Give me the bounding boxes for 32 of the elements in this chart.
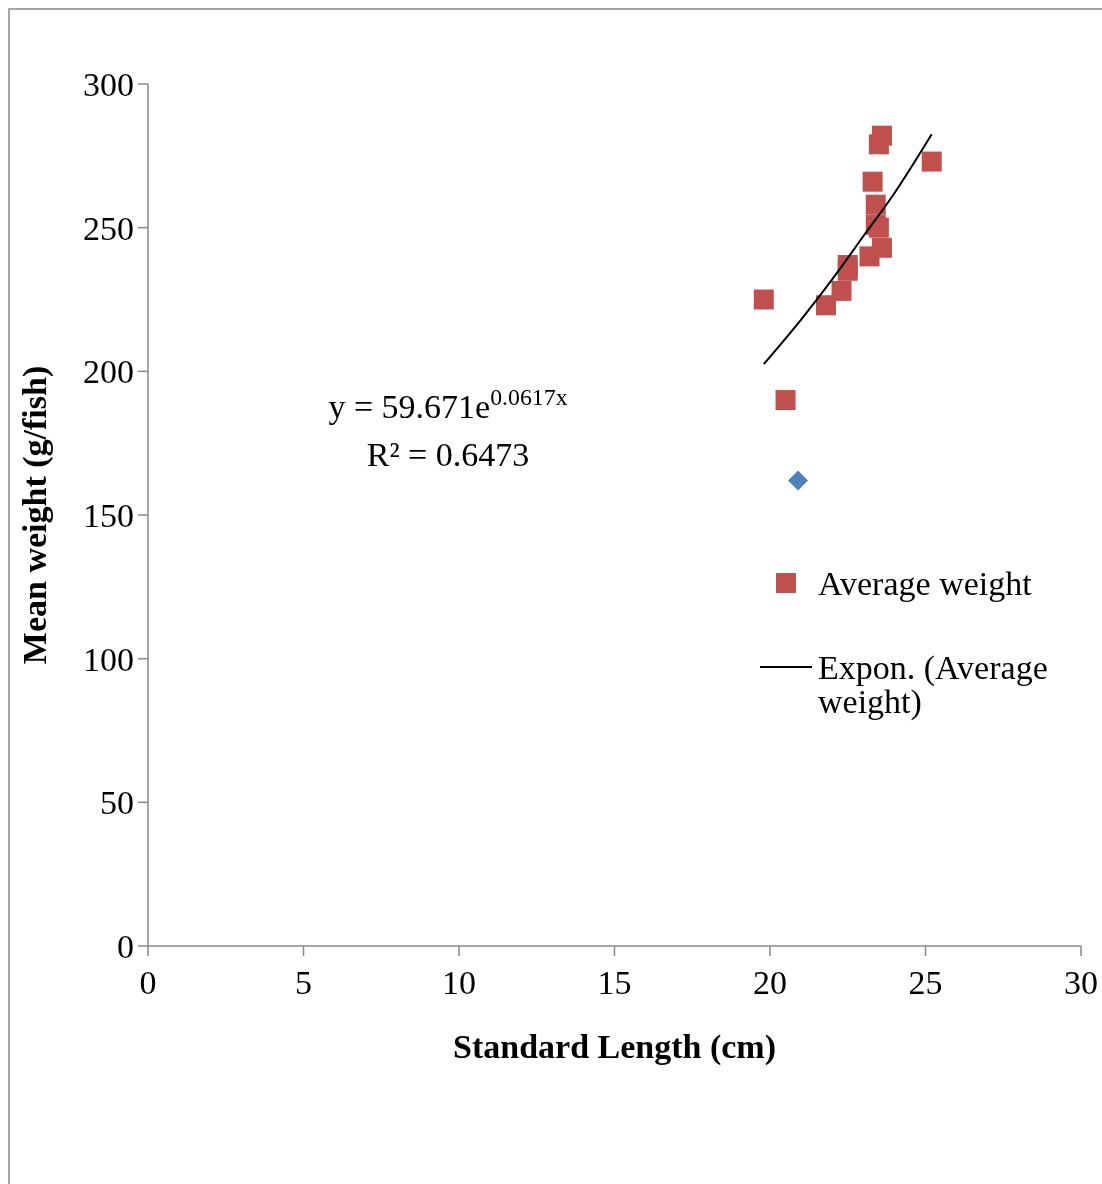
y-tick-label: 50 [100,784,134,822]
x-tick-label: 30 [1064,964,1098,1001]
x-tick-label: 0 [139,964,157,1001]
y-tick-label: 100 [83,640,134,678]
x-axis-title: Standard Length (cm) [452,1028,777,1066]
point [862,171,883,192]
point [815,295,836,316]
point [831,280,852,301]
y-tick-label: 200 [83,353,134,391]
annotation: y = 59.671e$^{0.0617x}$ [328,384,568,425]
x-tick-label: 15 [597,964,632,1001]
y-tick-label: 250 [83,209,134,247]
point [775,390,796,411]
legend-label: Expon. (Average weight) [818,648,1048,721]
point [868,134,889,155]
x-tick-label: 10 [442,964,476,1001]
annotation: R² = 0.6473 [366,436,530,473]
point [865,194,886,215]
y-tick-label: 300 [83,65,134,103]
point [837,260,858,281]
y-axis-title: Mean weight (g/fish) [16,365,54,665]
point [753,289,774,310]
legend-label: Average weight [818,564,1033,602]
y-tick-label: 0 [117,927,134,965]
point [921,151,942,172]
point [859,246,880,267]
y-tick-label: 150 [83,496,134,534]
x-tick-label: 25 [908,964,943,1001]
point [787,470,808,491]
x-tick-label: 5 [295,964,312,1001]
line-series [762,133,933,366]
x-tick-label: 20 [753,964,787,1001]
